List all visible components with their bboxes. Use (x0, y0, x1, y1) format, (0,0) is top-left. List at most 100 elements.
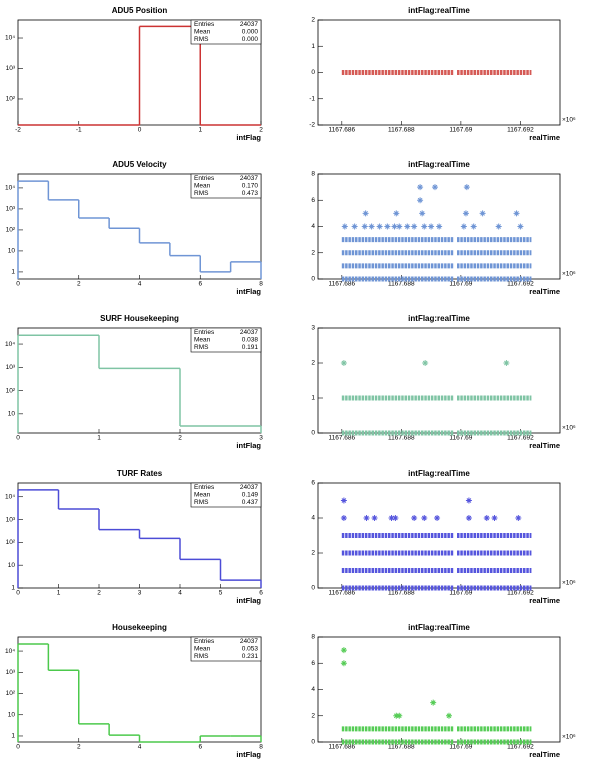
stats-label: Mean (194, 646, 211, 653)
y-tick-label: 4 (311, 686, 315, 693)
y-tick-label: 4 (311, 515, 315, 522)
point (341, 223, 348, 230)
y-tick-label: 1 (311, 395, 315, 402)
y-tick-label: -2 (309, 122, 315, 129)
x-exponent: ×10⁶ (562, 580, 576, 587)
y-tick-label: 0 (311, 276, 315, 283)
stats-value: 0.038 (242, 337, 259, 344)
x-tick-label: 1167.69 (449, 744, 472, 751)
plot-title: intFlag:realTime (408, 6, 470, 15)
point (460, 223, 467, 230)
point (340, 647, 347, 654)
point (340, 497, 347, 504)
stats-label: Entries (194, 21, 215, 28)
stats-label: RMS (194, 190, 209, 197)
y-tick-label: 2 (311, 360, 315, 367)
stats-value: 24037 (240, 638, 258, 645)
x-tick-label: 4 (138, 744, 142, 751)
y-tick-label: 1 (11, 585, 15, 592)
plot-title: TURF Rates (117, 469, 163, 478)
point (465, 515, 472, 521)
y-tick-label: 0 (311, 585, 315, 592)
point (465, 497, 472, 504)
point (351, 223, 358, 230)
x-tick-label: 6 (259, 590, 263, 597)
x-tick-label: 1167.686 (328, 744, 355, 751)
plot-frame (317, 636, 561, 743)
x-exponent: ×10⁶ (562, 117, 576, 124)
stats-box (190, 482, 262, 508)
plot-title: intFlag:realTime (408, 160, 470, 169)
y-tick-label: 2 (311, 17, 315, 24)
plot-title: SURF Housekeeping (100, 314, 179, 323)
point (517, 223, 524, 230)
point (396, 712, 403, 719)
point (422, 360, 429, 366)
x-tick-label: 5 (219, 590, 223, 597)
point (421, 515, 428, 521)
y-tick-label: 6 (311, 660, 315, 667)
point (362, 210, 369, 217)
y-tick-label: 10⁴ (5, 341, 15, 348)
y-tick-label: 10² (6, 539, 16, 546)
stats-value: 0.149 (242, 492, 259, 499)
x-tick-label: 2 (77, 744, 81, 751)
point (421, 223, 428, 230)
point (491, 515, 498, 521)
x-tick-label: 1167.688 (388, 281, 415, 288)
point (428, 223, 435, 230)
plot-title: Housekeeping (112, 623, 167, 632)
stats-label: Mean (194, 337, 211, 344)
x-tick-label: 0 (138, 127, 142, 134)
x-axis-label: intFlag (236, 441, 261, 450)
stats-label: Entries (194, 329, 215, 336)
y-tick-label: 4 (311, 223, 315, 230)
x-tick-label: 1167.69 (449, 590, 472, 597)
point (340, 660, 347, 667)
point (340, 360, 347, 366)
stats-label: Entries (194, 484, 215, 491)
y-tick-label: 0 (311, 69, 315, 76)
stats-value: 0.000 (242, 29, 259, 36)
x-axis-label: realTime (529, 287, 560, 296)
point (411, 223, 418, 230)
y-tick-label: 3 (311, 325, 315, 332)
x-tick-label: 1167.686 (328, 127, 355, 134)
stats-value: 0.000 (242, 36, 259, 43)
y-tick-label: 10² (6, 387, 16, 394)
y-tick-label: 10³ (6, 206, 16, 213)
y-tick-label: 10 (8, 562, 16, 569)
point (396, 223, 403, 230)
x-tick-label: 1 (57, 590, 61, 597)
point (495, 223, 502, 230)
point (340, 515, 347, 521)
y-tick-label: 10³ (6, 65, 16, 72)
stats-value: 24037 (240, 175, 258, 182)
y-tick-label: 10³ (6, 364, 16, 371)
point (513, 210, 520, 217)
y-tick-label: 1 (311, 43, 315, 50)
point (463, 184, 470, 191)
y-tick-label: 0 (311, 430, 315, 437)
stats-value: 0.191 (242, 344, 259, 351)
x-tick-label: 1167.692 (507, 281, 534, 288)
stats-box (190, 173, 262, 199)
x-tick-label: 1167.692 (507, 590, 534, 597)
stats-value: 24037 (240, 21, 258, 28)
point (368, 223, 375, 230)
plot-frame (317, 327, 561, 434)
x-tick-label: 2 (97, 590, 101, 597)
point (417, 197, 424, 204)
x-tick-label: 8 (259, 281, 263, 288)
stats-box (190, 327, 262, 353)
y-tick-label: 2 (311, 712, 315, 719)
y-tick-label: 10² (6, 690, 16, 697)
x-tick-label: 4 (178, 590, 182, 597)
y-tick-label: 6 (311, 480, 315, 487)
x-tick-label: 1167.688 (388, 590, 415, 597)
x-tick-label: -1 (76, 127, 82, 134)
plot-title: ADU5 Velocity (112, 160, 167, 169)
x-tick-label: 1167.688 (388, 435, 415, 442)
stats-label: RMS (194, 499, 209, 506)
